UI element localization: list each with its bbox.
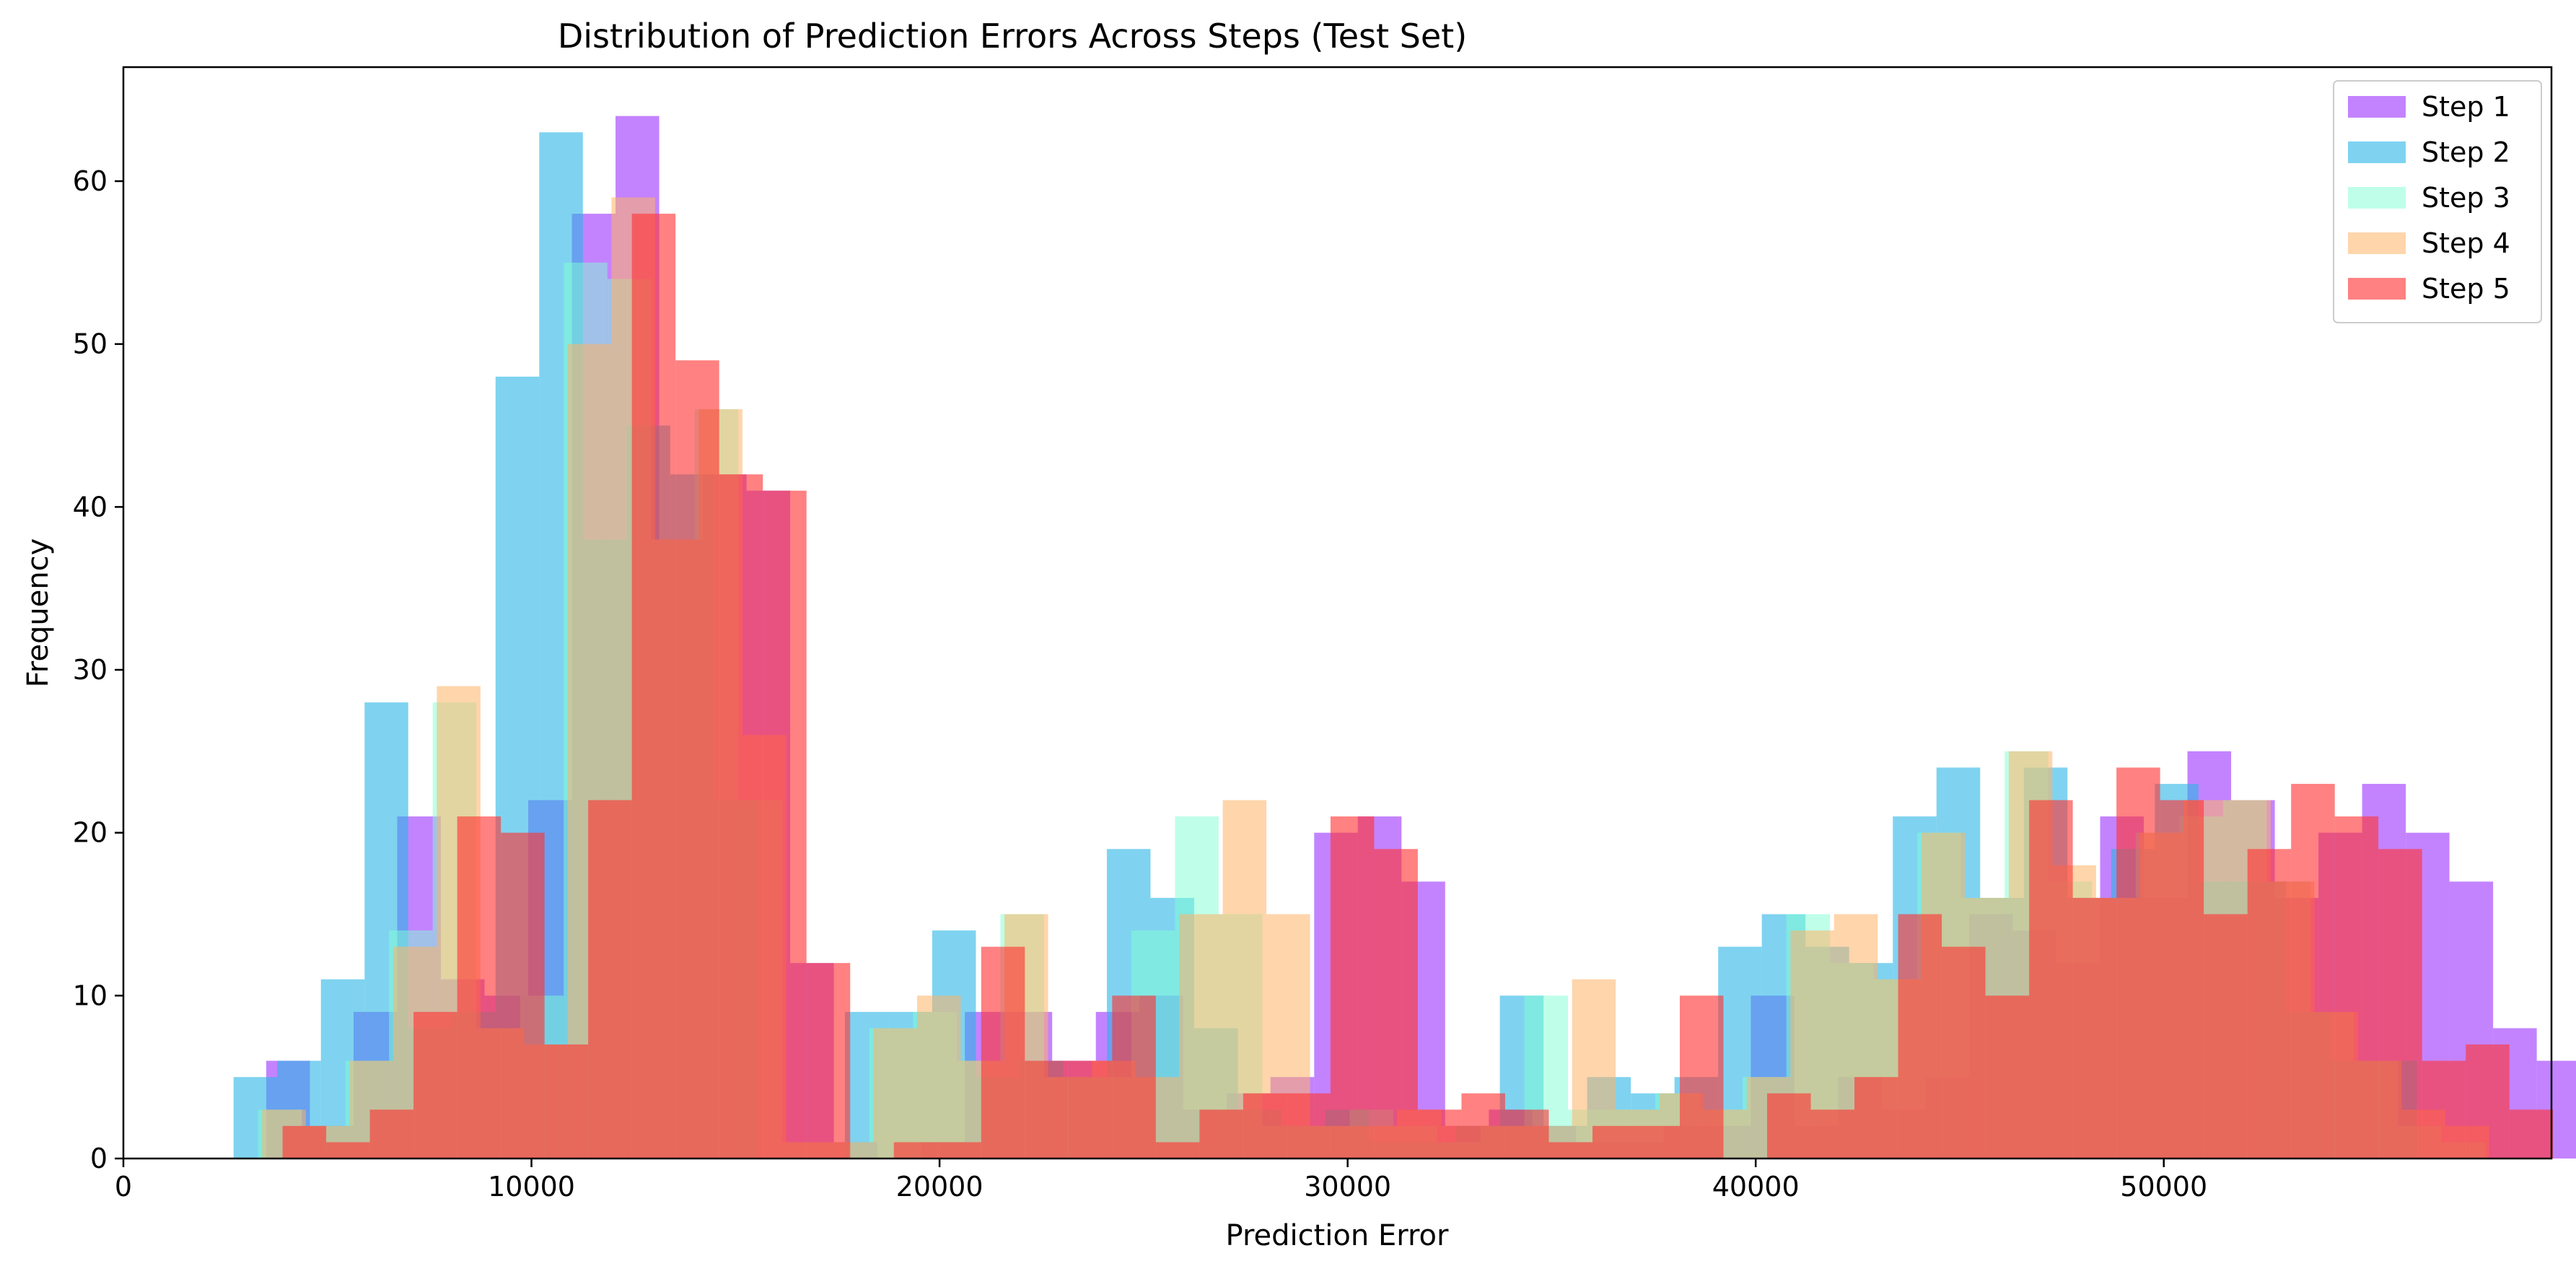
y-axis-label: Frequency	[22, 538, 55, 688]
bar	[413, 1011, 457, 1159]
x-tick-label: 0	[115, 1171, 132, 1203]
bar	[1199, 1109, 1243, 1159]
bar	[1679, 995, 1724, 1159]
bar	[1854, 1077, 1898, 1159]
x-tick-label: 30000	[1304, 1171, 1391, 1203]
bar	[2509, 1109, 2554, 1159]
bar	[2116, 767, 2160, 1159]
bar	[1461, 1093, 1505, 1159]
y-tick-label: 20	[73, 817, 108, 849]
legend-label: Step 1	[2422, 91, 2510, 123]
bar	[719, 474, 763, 1159]
bar	[675, 360, 719, 1159]
y-tick-label: 50	[73, 328, 108, 360]
legend-swatch	[2348, 187, 2406, 209]
bar	[369, 1109, 414, 1159]
y-tick-label: 60	[73, 165, 108, 197]
bar	[1942, 946, 1986, 1159]
bar	[1985, 995, 2030, 1159]
y-tick-label: 40	[73, 491, 108, 523]
bar	[2378, 849, 2422, 1159]
chart-title: Distribution of Prediction Errors Across…	[558, 17, 1467, 56]
bar	[1504, 1109, 1549, 1159]
legend-box	[2333, 80, 2542, 323]
bar	[873, 1028, 917, 1159]
bar	[1330, 816, 1375, 1159]
bar	[2334, 816, 2379, 1159]
bar	[1417, 1109, 1462, 1159]
y-tick-label: 10	[73, 980, 108, 1011]
legend-swatch	[2348, 96, 2406, 118]
legend: Step 1 Step 2 Step 3 Step 4 Step 5	[2333, 80, 2542, 323]
bar	[1548, 1142, 1593, 1159]
legend-label: Step 4	[2422, 227, 2510, 259]
bar	[1374, 849, 1418, 1159]
bar	[1810, 1109, 1855, 1159]
x-tick-label: 20000	[896, 1171, 983, 1203]
bar	[1592, 1125, 1637, 1159]
bar	[1025, 1060, 1069, 1159]
legend-label: Step 3	[2422, 182, 2510, 214]
bar	[2160, 800, 2204, 1159]
bar	[893, 1142, 938, 1159]
y-axis: 0 10 20 30 40 50 60	[73, 165, 123, 1174]
bar	[1068, 1060, 1113, 1159]
legend-swatch	[2348, 278, 2406, 300]
bar	[501, 832, 545, 1159]
x-axis-label: Prediction Error	[1226, 1219, 1449, 1252]
bar	[631, 214, 676, 1159]
bar	[1287, 1093, 1331, 1159]
bar	[2072, 897, 2117, 1159]
bar	[2247, 849, 2292, 1159]
legend-swatch	[2348, 141, 2406, 163]
bar	[2422, 1060, 2466, 1159]
bar	[1636, 1125, 1680, 1159]
bar	[2291, 783, 2335, 1159]
bar	[763, 490, 807, 1159]
bar	[981, 946, 1025, 1159]
x-tick-label: 10000	[488, 1171, 575, 1203]
bar	[916, 995, 961, 1159]
bar	[544, 1044, 589, 1159]
series-step-5	[282, 214, 2554, 1159]
legend-swatch	[2348, 232, 2406, 254]
y-tick-label: 0	[90, 1143, 108, 1174]
legend-label: Step 5	[2422, 273, 2510, 305]
bar	[1243, 1093, 1287, 1159]
bar	[588, 800, 632, 1159]
bar	[2204, 914, 2248, 1159]
bar	[2466, 1044, 2510, 1159]
bars-layer	[233, 115, 2576, 1159]
x-axis: 0 10000 20000 30000 40000 50000	[115, 1159, 2207, 1203]
bar	[2029, 800, 2073, 1159]
x-tick-label: 40000	[1712, 1171, 1800, 1203]
bar	[1898, 914, 1942, 1159]
bar	[937, 1142, 981, 1159]
bar	[1155, 1142, 1200, 1159]
bar	[1112, 995, 1156, 1159]
bar	[282, 1125, 327, 1159]
x-tick-label: 50000	[2120, 1171, 2207, 1203]
legend-label: Step 2	[2422, 136, 2510, 168]
bar	[806, 963, 851, 1159]
y-tick-label: 30	[73, 654, 108, 686]
bar	[326, 1142, 370, 1159]
bar	[1767, 1093, 1811, 1159]
bar	[457, 816, 501, 1159]
plot-frame	[122, 66, 2553, 1160]
